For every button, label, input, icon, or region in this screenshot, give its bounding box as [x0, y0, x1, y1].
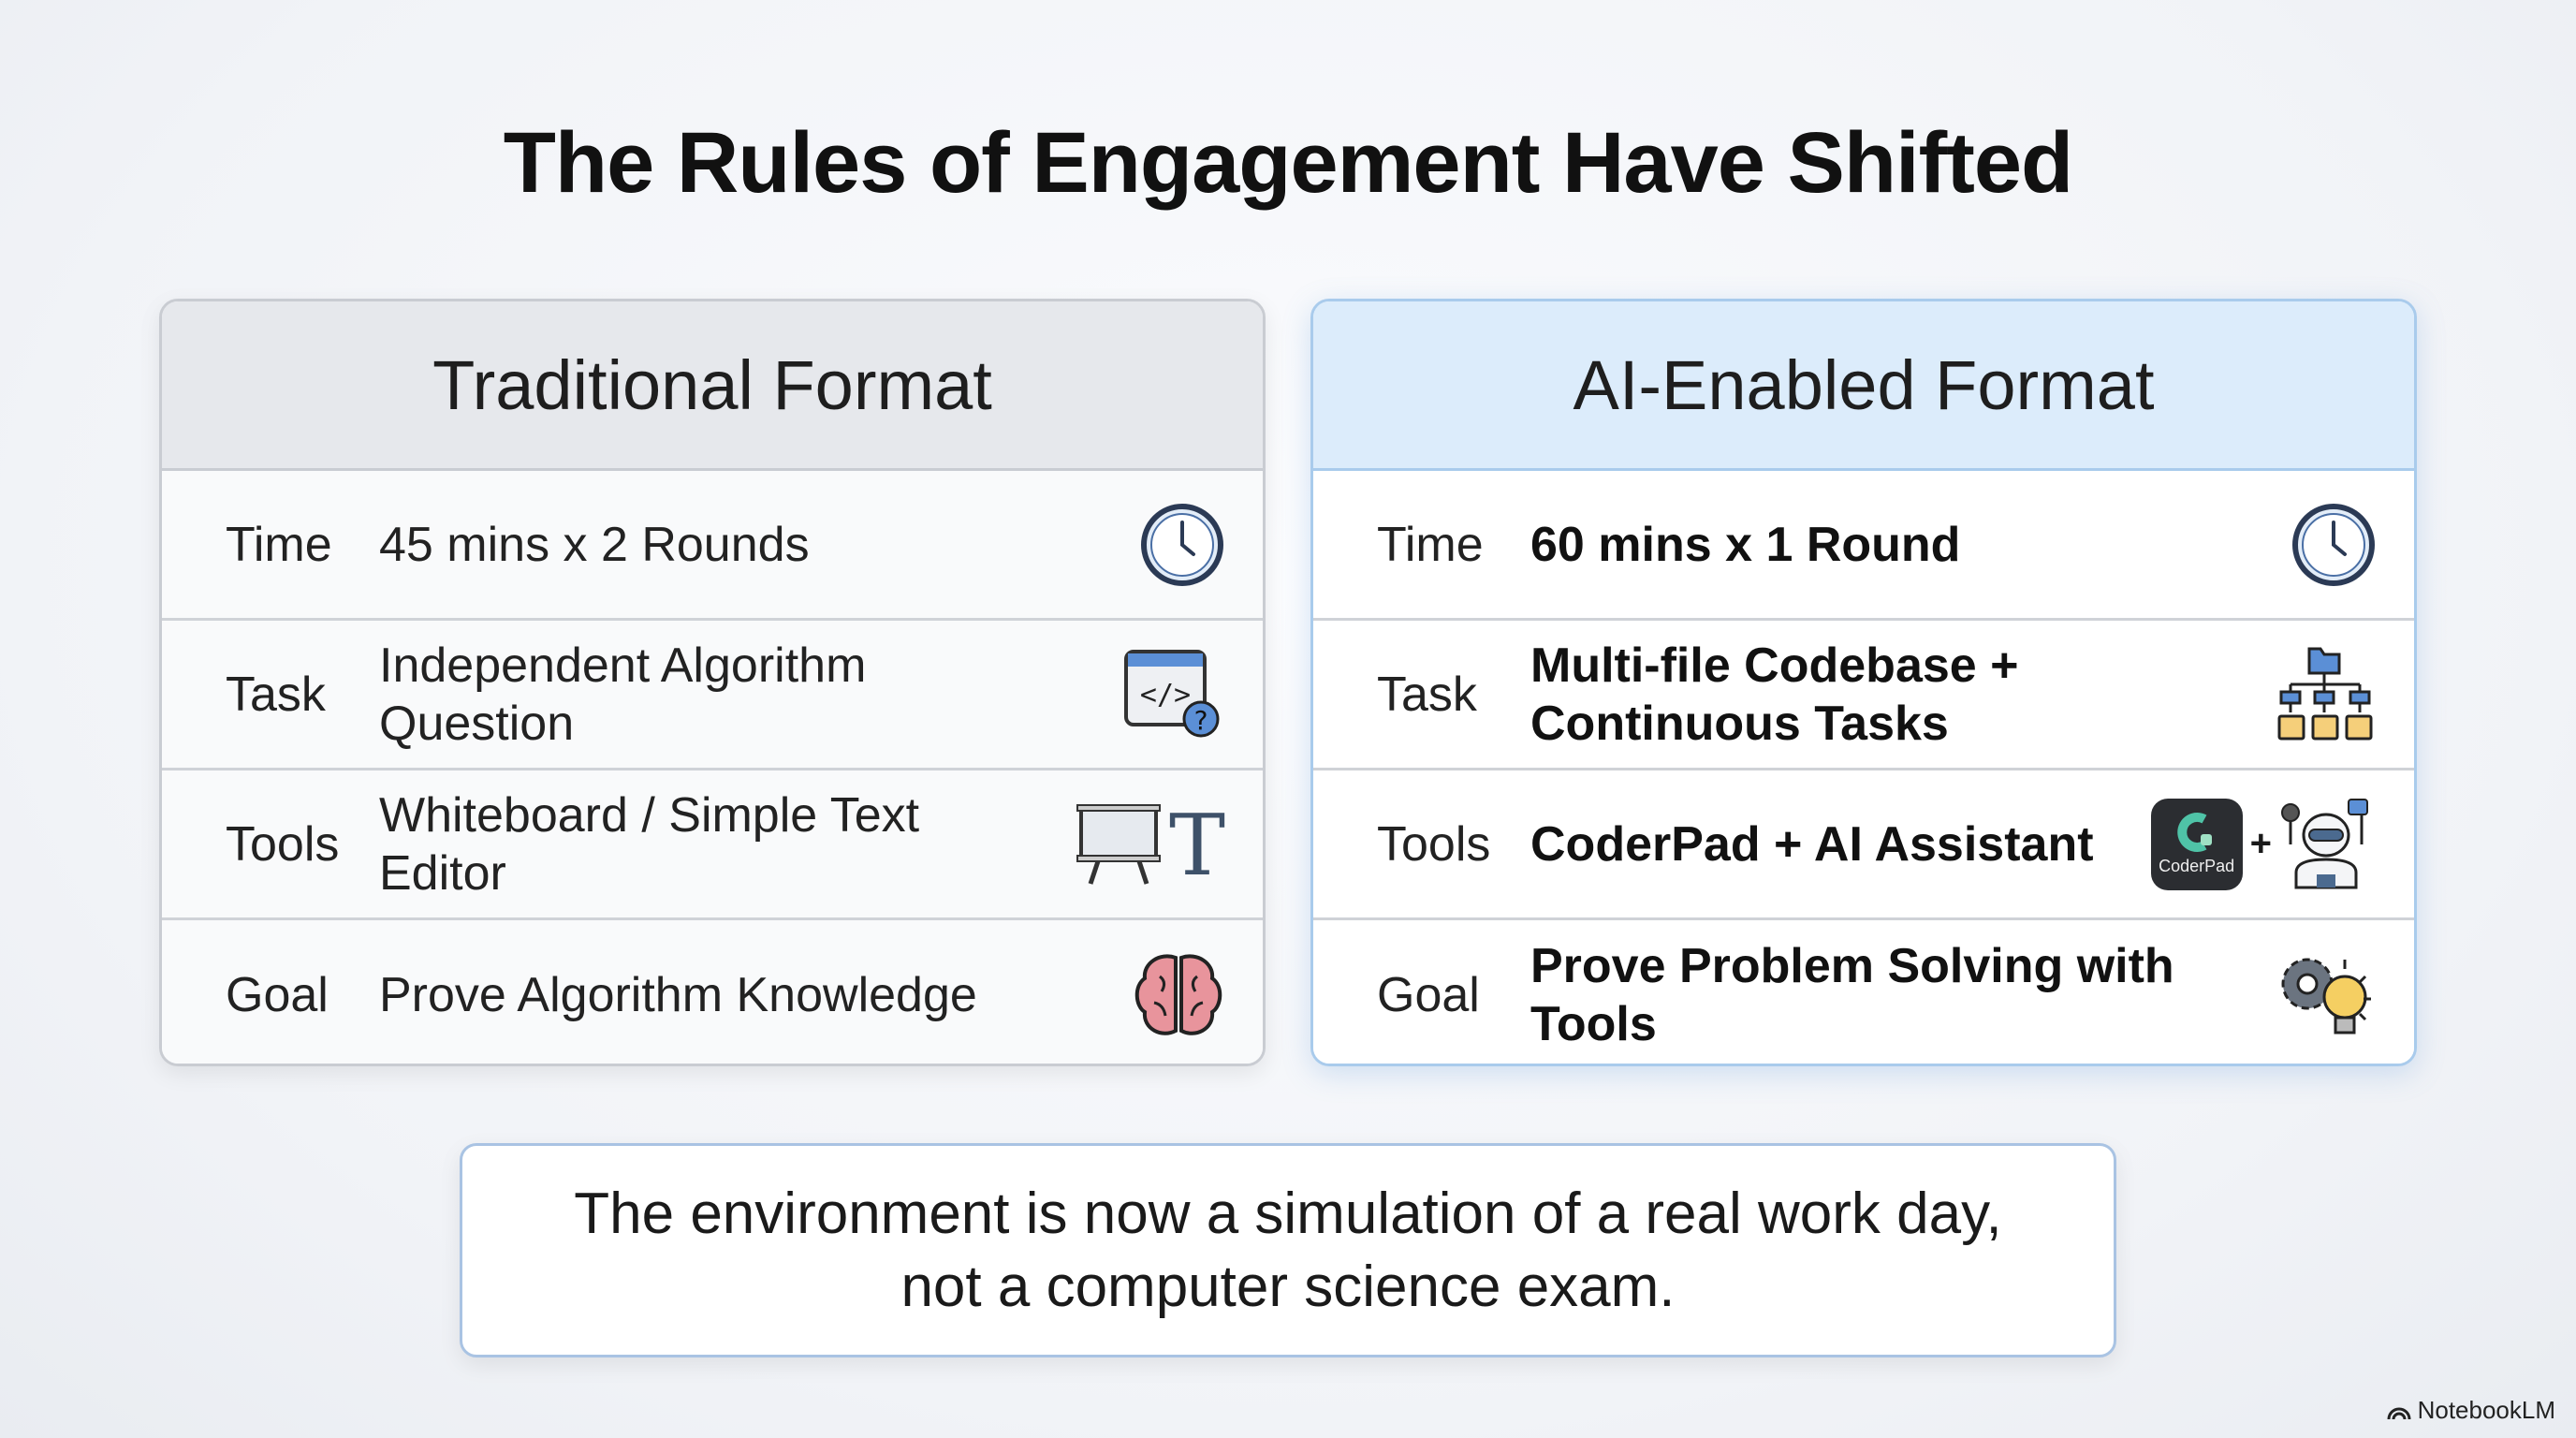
- table-row: Task Independent Algorithm Question </>?: [162, 621, 1263, 770]
- table-row: Time 45 mins x 2 Rounds: [162, 471, 1263, 621]
- table-row: Time 60 mins x 1 Round: [1313, 471, 2414, 621]
- coderpad-logo: CoderPad: [2150, 798, 2243, 890]
- row-value: CoderPad + AI Assistant: [1530, 816, 2094, 872]
- row-value: Multi-file Codebase + Continuous Tasks: [1530, 638, 2019, 751]
- page-title: The Rules of Engagement Have Shifted: [503, 115, 2074, 211]
- clock-icon: [2291, 502, 2377, 588]
- row-value: 45 mins x 2 Rounds: [379, 517, 810, 572]
- gear-lightbulb-icon: [2276, 948, 2377, 1042]
- table-row: Tools Whiteboard / Simple Text Editor T: [162, 770, 1263, 920]
- coderpad-robot-icon: CoderPad +: [2150, 798, 2373, 891]
- row-label: Goal: [226, 968, 329, 1022]
- row-label: Time: [1377, 517, 1484, 572]
- svg-text:?: ?: [1194, 705, 1208, 736]
- row-value: Independent Algorithm Question: [379, 638, 867, 751]
- robot-icon: [2281, 798, 2368, 888]
- row-label: Goal: [1377, 968, 1480, 1022]
- folder-tree-icon: [2274, 645, 2377, 744]
- table-row: Goal Prove Problem Solving with Tools: [1313, 920, 2414, 1064]
- card-header: AI-Enabled Format: [1313, 301, 2414, 471]
- code-window-question-icon: </>?: [1122, 648, 1225, 741]
- table-row: Goal Prove Algorithm Knowledge: [162, 920, 1263, 1064]
- coderpad-logo-text: CoderPad: [2159, 857, 2235, 875]
- row-value: Whiteboard / Simple Text Editor: [379, 787, 920, 901]
- table-row: Tools CoderPad + AI Assistant CoderPad +: [1313, 770, 2414, 920]
- card-header: Traditional Format: [162, 301, 1263, 471]
- conclusion-line: not a computer science exam.: [900, 1254, 1676, 1319]
- clock-icon: [1139, 502, 1225, 588]
- conclusion-box: The environment is now a simulation of a…: [460, 1143, 2116, 1357]
- row-label: Task: [226, 667, 326, 722]
- conclusion-line: The environment is now a simulation of a…: [574, 1181, 2002, 1246]
- whiteboard-text-icon: T: [1076, 798, 1235, 891]
- row-label: Tools: [226, 816, 340, 872]
- row-label: Task: [1377, 667, 1477, 722]
- svg-text:T: T: [1169, 798, 1225, 891]
- ai-enabled-format-card: AI-Enabled Format Time 60 mins x 1 Round…: [1310, 299, 2417, 1066]
- svg-text:</>: </>: [1140, 679, 1191, 712]
- row-value: Prove Algorithm Knowledge: [379, 968, 977, 1022]
- watermark-text: NotebookLM: [2417, 1396, 2555, 1424]
- row-value: Prove Problem Solving with Tools: [1530, 939, 2174, 1051]
- row-value: 60 mins x 1 Round: [1530, 517, 1961, 572]
- brain-icon: [1132, 950, 1225, 1040]
- row-label: Time: [226, 517, 332, 572]
- traditional-format-card: Traditional Format Time 45 mins x 2 Roun…: [159, 299, 1266, 1066]
- notebooklm-logo-icon: [2387, 1407, 2411, 1419]
- row-label: Tools: [1377, 816, 1491, 872]
- notebooklm-watermark: NotebookLM: [2386, 1396, 2555, 1425]
- table-row: Task Multi-file Codebase + Continuous Ta…: [1313, 621, 2414, 770]
